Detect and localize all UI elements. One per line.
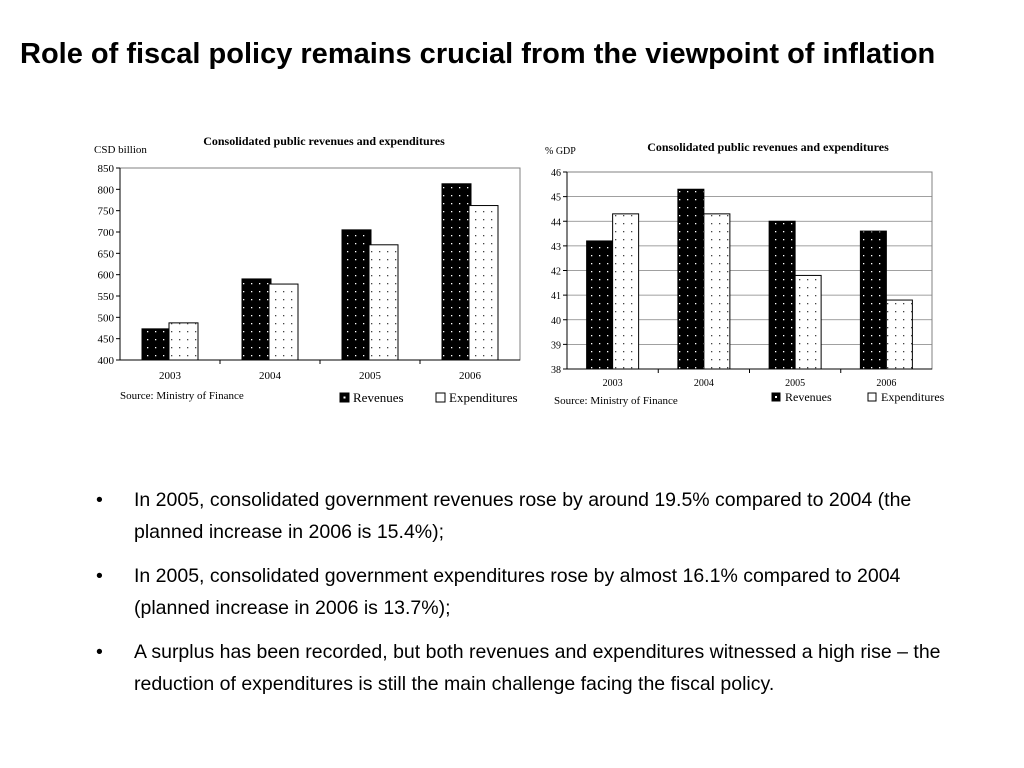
y-tick-label: 46 [551,168,561,179]
x-tick-label: 2003 [159,370,182,382]
bullet-marker: • [96,489,103,511]
chart-revenues-expenditures-gdp: Consolidated public revenues and expendi… [545,140,945,407]
bar-expenditures-2005: Expenditures 2005: 670 [368,244,399,361]
bar-revenues-2003: Revenues 2003: 43.2 [586,240,614,370]
y-tick-label: 550 [98,291,115,303]
chart-title: Consolidated public revenues and expendi… [647,140,889,154]
bar-revenues-2005: Revenues 2005: 44 [768,220,796,370]
x-tick-label: 2006 [459,370,482,382]
y-tick-label: 38 [551,365,561,376]
y-tick-label: 600 [98,270,115,282]
y-tick-label: 800 [98,184,115,196]
bullet-marker: • [96,641,103,663]
slide-title: Role of fiscal policy remains crucial fr… [20,38,936,70]
legend-swatch-expenditures [435,392,446,403]
source-note: Source: Ministry of Finance [554,395,678,407]
legend-swatch-dot [343,396,346,399]
bullet-item: • In 2005, consolidated government revenu… [96,484,956,548]
y-axis-label: CSD billion [94,144,147,156]
x-tick-label: 2004 [694,378,714,389]
y-tick-label: 700 [98,227,115,239]
bullet-text: In 2005, consolidated government expendi… [134,565,901,619]
bar-expenditures-2004: Expenditures 2004: 578 [268,283,299,361]
bullet-list: • In 2005, consolidated government revenu… [96,484,956,712]
y-tick-label: 650 [98,248,115,260]
chart-revenues-expenditures-csd: Consolidated public revenues and expendi… [94,134,521,405]
x-tick-label: 2004 [259,370,282,382]
x-tick-label: 2005 [785,378,805,389]
bar-revenues-2004: Revenues 2004: 45.3 [677,188,705,370]
y-tick-label: 43 [551,242,561,253]
chart-title: Consolidated public revenues and expendi… [203,134,445,148]
legend-swatch-dot [775,396,777,398]
x-tick-label: 2006 [876,378,896,389]
bullet-marker: • [96,565,103,587]
bar-revenues-2006: Revenues 2006: 813 [441,183,472,361]
bar-expenditures-2003: Expenditures 2003: 44.3 [612,213,640,370]
x-tick-label: 2003 [603,378,623,389]
legend-swatch-expenditures [867,392,877,402]
y-tick-label: 40 [551,316,561,327]
bullet-text: A surplus has been recorded, but both re… [134,641,941,695]
legend-label-revenues: Revenues [785,390,832,404]
y-tick-label: 400 [98,355,115,367]
legend-label-revenues: Revenues [353,390,404,405]
legend-label-expenditures: Expenditures [881,390,945,404]
y-tick-label: 450 [98,334,115,346]
source-note: Source: Ministry of Finance [120,390,244,402]
bar-expenditures-2003: Expenditures 2003: 487 [168,322,199,361]
y-tick-label: 750 [98,206,115,218]
bar-revenues-2003: Revenues 2003: 473 [141,328,172,361]
y-tick-label: 41 [551,291,561,302]
bullet-item: • In 2005, consolidated government expend… [96,560,956,624]
y-tick-label: 39 [551,340,561,351]
bar-revenues-2004: Revenues 2004: 590 [241,278,272,361]
legend-label-expenditures: Expenditures [449,390,518,405]
x-tick-label: 2005 [359,370,382,382]
y-tick-label: 45 [551,193,561,204]
bar-expenditures-2004: Expenditures 2004: 44.3 [703,213,731,370]
y-tick-label: 42 [551,267,561,278]
y-axis-label: % GDP [545,146,576,157]
bar-expenditures-2006: Expenditures 2006: 40.8 [885,299,913,370]
y-tick-label: 850 [98,163,115,175]
y-tick-label: 44 [551,217,561,228]
bar-expenditures-2006: Expenditures 2006: 762 [468,205,499,361]
bar-revenues-2006: Revenues 2006: 43.6 [859,230,887,370]
bar-revenues-2005: Revenues 2005: 705 [341,229,372,361]
bullet-text: In 2005, consolidated government revenue… [134,489,912,543]
bar-expenditures-2005: Expenditures 2005: 41.8 [794,274,822,370]
y-tick-label: 500 [98,312,115,324]
bullet-item: • A surplus has been recorded, but both r… [96,636,956,700]
